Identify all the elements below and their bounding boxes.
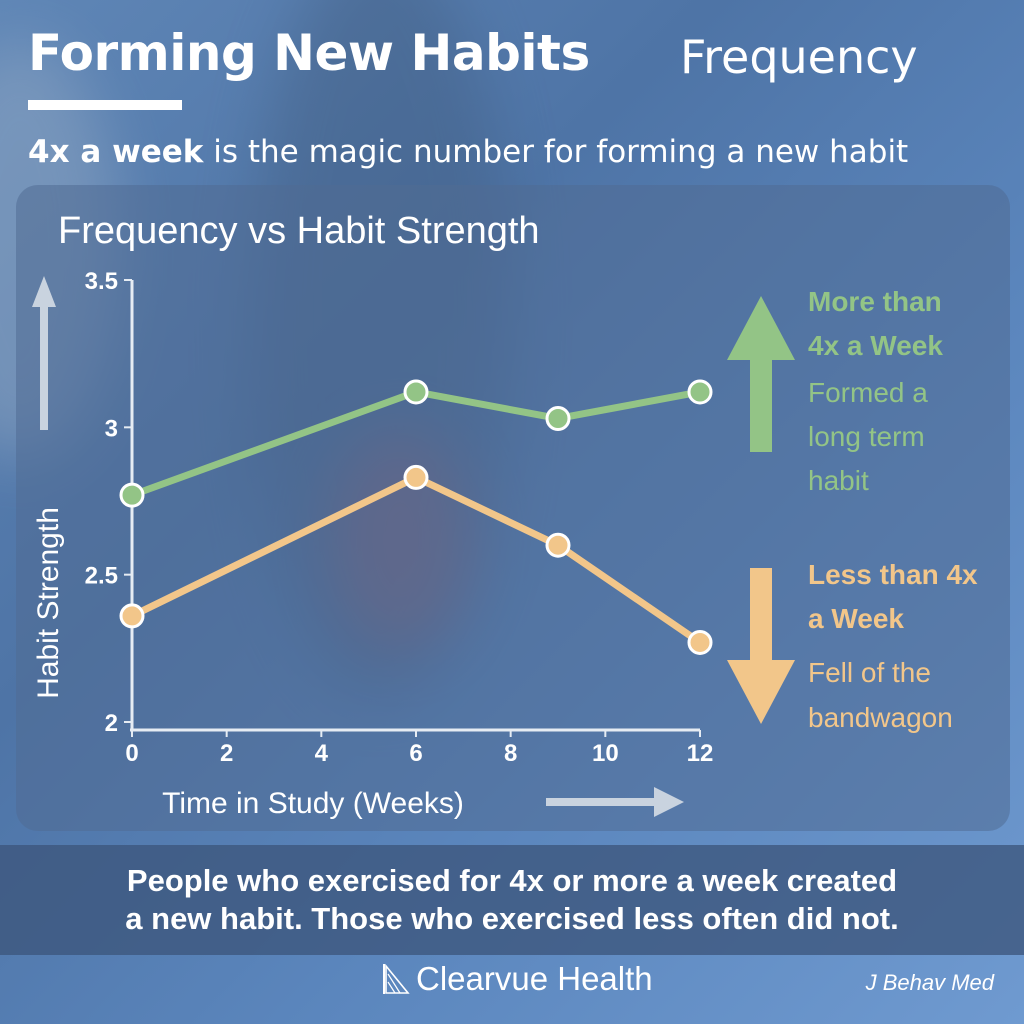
- footer-band: [0, 845, 1024, 955]
- data-point: [119, 603, 145, 629]
- tagline-rest: is the magic number for forming a new ha…: [203, 134, 909, 170]
- y-tick-label: 3: [105, 415, 118, 442]
- brand: Clearvue Health: [380, 960, 653, 998]
- annotation-heading: a Week: [808, 603, 904, 634]
- annotation-less-than-4x: Less than 4x a Week Fell of the bandwago…: [727, 559, 978, 733]
- annotation-body: long term: [808, 421, 925, 452]
- y-tick-label: 3.5: [85, 268, 118, 295]
- title-underline: [28, 100, 182, 110]
- data-point: [545, 405, 571, 431]
- annotation-body: Fell of the: [808, 657, 931, 688]
- x-tick-label: 6: [409, 740, 422, 767]
- series-line-0: [128, 388, 704, 499]
- tagline-bold: 4x a week: [28, 134, 204, 170]
- annotation-heading: Less than 4x: [808, 559, 978, 590]
- arrow-up-icon: [727, 296, 795, 360]
- footer-line: People who exercised for 4x or more a we…: [126, 863, 898, 898]
- x-tick-label: 12: [687, 740, 714, 767]
- x-tick-label: 8: [504, 740, 517, 767]
- x-tick-label: 10: [592, 740, 619, 767]
- annotation-heading: 4x a Week: [808, 330, 943, 361]
- tagline: 4x a week is the magic number for formin…: [28, 134, 908, 170]
- x-tick-label: 0: [125, 740, 138, 767]
- y-axis-label: Habit Strength: [32, 507, 65, 699]
- brand-name: Clearvue Health: [416, 960, 653, 997]
- annotation-body: bandwagon: [808, 702, 953, 733]
- topic-label: Frequency: [680, 30, 918, 84]
- arrow-down-icon: [727, 660, 795, 724]
- chart-panel: [16, 185, 1010, 831]
- chart-title: Frequency vs Habit Strength: [58, 210, 540, 252]
- y-tick-label: 2.5: [85, 563, 118, 590]
- y-tick-label: 2: [105, 710, 118, 737]
- data-point: [403, 464, 429, 490]
- x-tick-label: 4: [315, 740, 329, 767]
- x-direction-arrow-icon: [546, 787, 684, 817]
- data-point: [119, 482, 145, 508]
- annotation-body: Formed a: [808, 377, 928, 408]
- x-tick-label: 2: [220, 740, 233, 767]
- series-line-1: [128, 473, 704, 646]
- data-point: [687, 379, 713, 405]
- data-point: [545, 532, 571, 558]
- data-point: [403, 379, 429, 405]
- source-citation: J Behav Med: [865, 970, 994, 995]
- annotation-heading: More than: [808, 286, 942, 317]
- page-title: Forming New Habits: [28, 24, 590, 82]
- annotation-body: habit: [808, 465, 869, 496]
- y-direction-arrow-icon: [32, 276, 56, 430]
- annotation-more-than-4x: More than 4x a Week Formed a long term h…: [727, 286, 943, 496]
- x-axis-label: Time in Study (Weeks): [162, 787, 464, 820]
- sail-logo-icon: [383, 963, 410, 994]
- footer-summary: People who exercised for 4x or more a we…: [0, 862, 1024, 938]
- data-point: [687, 629, 713, 655]
- footer-line: a new habit. Those who exercised less of…: [125, 901, 899, 936]
